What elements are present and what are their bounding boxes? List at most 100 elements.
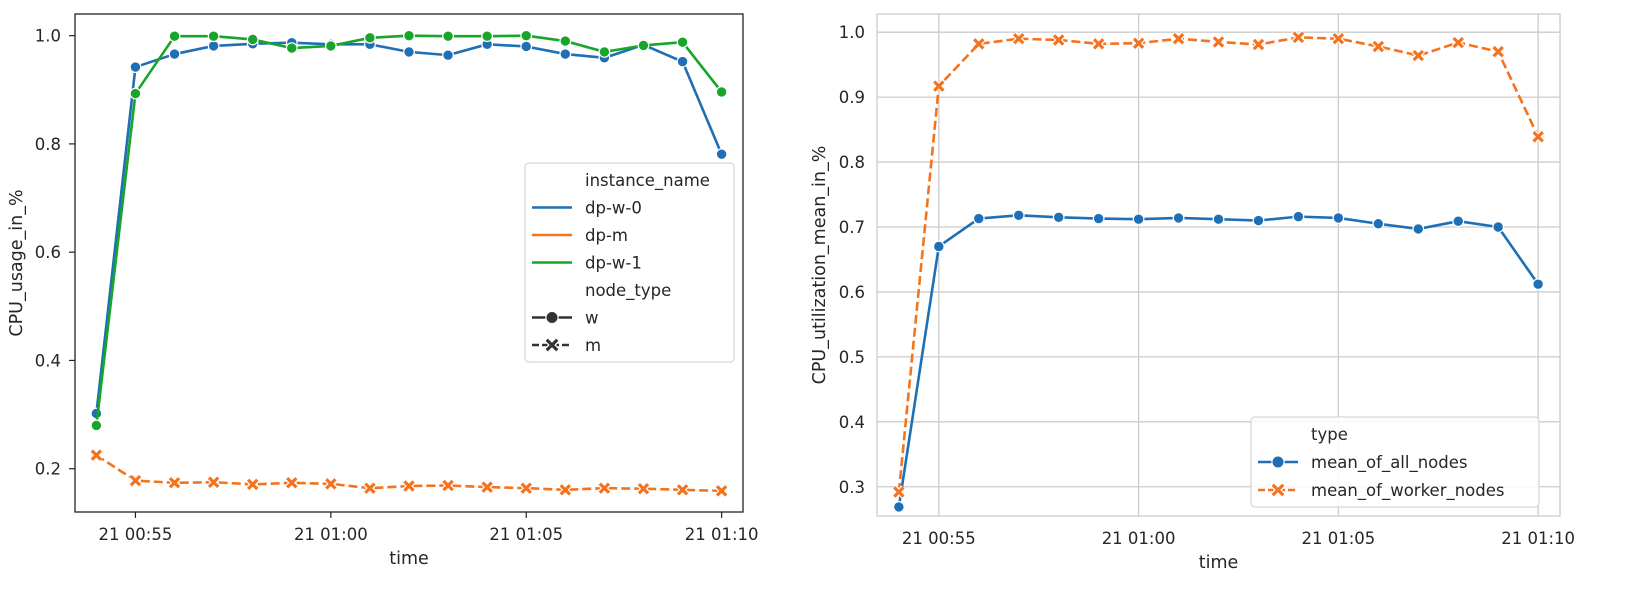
y-tick-label: 0.7 <box>839 218 865 237</box>
data-point <box>1331 32 1345 46</box>
y-tick-label: 1.0 <box>35 27 61 46</box>
marker-x-stroke-b <box>1252 38 1265 51</box>
data-point <box>441 478 455 493</box>
data-point <box>207 40 220 52</box>
y-tick-label: 0.6 <box>35 243 61 262</box>
marker-x-stroke-b <box>481 481 493 493</box>
y-tick-label: 0.5 <box>839 348 865 367</box>
marker-x-stroke-b <box>1492 45 1504 58</box>
legend-entry: node_type <box>585 281 671 301</box>
x-axis: 21 00:55 21 01:00 21 01:05 21 01:10 <box>99 512 759 544</box>
data-point <box>1292 210 1305 223</box>
data-point <box>892 485 906 499</box>
data-point <box>129 87 142 100</box>
x-tick-label: 21 01:00 <box>294 525 368 544</box>
marker-x-stroke-b <box>598 482 611 494</box>
legend-label: node_type <box>585 281 671 301</box>
data-point <box>1012 209 1025 222</box>
chart-cpu-usage: 0.20.40.60.81.021 00:55 21 01:00 21 01:05 2… <box>7 13 759 569</box>
data-point <box>972 212 985 225</box>
marker-x-stroke-b <box>1332 32 1345 45</box>
marker-x-stroke-b <box>973 38 985 50</box>
data-point <box>637 39 650 52</box>
series-dp-m <box>89 448 729 498</box>
data-point <box>90 419 103 432</box>
data-point <box>1451 35 1465 50</box>
data-point <box>675 483 690 497</box>
x-tick-label: 21 01:00 <box>1102 529 1176 548</box>
y-axis-label: CPU_utilization_mean_in_% <box>810 146 830 385</box>
marker-x-stroke-b <box>1012 32 1025 45</box>
marker-x-stroke-b <box>1172 32 1185 45</box>
x-tick-label: 21 00:55 <box>99 525 173 544</box>
legend-label: dp-m <box>585 226 628 245</box>
marker-x-stroke-b <box>559 484 572 496</box>
marker-x-stroke-b <box>637 482 650 495</box>
legend-label: dp-w-1 <box>585 254 642 273</box>
marker-x-stroke-b <box>933 80 945 92</box>
legend-entry: mean_of_worker_nodes <box>1258 481 1505 501</box>
plot-frame <box>876 13 1561 517</box>
y-tick-label: 0.2 <box>35 460 61 479</box>
data-point <box>1012 32 1026 46</box>
data-point <box>892 501 905 513</box>
legend-swatch-marker <box>544 337 560 353</box>
data-point <box>932 240 945 253</box>
data-point <box>676 36 689 49</box>
marker-x-stroke-b <box>325 478 337 490</box>
data-point <box>1372 217 1385 230</box>
legend-entry: type <box>1311 425 1348 444</box>
marker-x-stroke-b <box>1452 36 1464 49</box>
data-point <box>972 37 986 51</box>
data-point <box>480 480 494 494</box>
data-point <box>1132 36 1146 50</box>
x-axis-label: time <box>389 549 429 569</box>
data-point <box>558 483 572 497</box>
data-point <box>403 29 415 42</box>
marker-x-stroke-b <box>1052 34 1065 46</box>
data-point <box>285 42 298 55</box>
data-point <box>402 479 416 493</box>
x-tick-label: 21 01:10 <box>685 525 759 544</box>
data-point <box>481 30 494 43</box>
marker-x-stroke-b <box>442 479 454 492</box>
marker-x-stroke-b <box>1132 37 1145 49</box>
legend-swatch-marker <box>545 310 559 325</box>
legend-entry: dp-w-1 <box>532 254 642 273</box>
data-point <box>364 31 376 44</box>
data-point <box>1291 30 1305 44</box>
data-point <box>324 477 338 491</box>
legend: type mean_of_all_nodes mean_of_worker_node… <box>1250 416 1540 508</box>
y-axis: 0.2 0.4 0.6 0.8 1.0 <box>35 27 75 479</box>
data-point <box>597 481 611 495</box>
legend-entry: m <box>532 336 601 355</box>
marker-x-stroke-b <box>246 478 259 491</box>
legend-entry: dp-m <box>532 226 628 245</box>
x-tick-label: 21 01:05 <box>1301 529 1375 548</box>
data-point <box>246 33 259 46</box>
legend-swatch-marker <box>1271 455 1285 469</box>
data-point <box>129 61 142 73</box>
marker-x-stroke-b <box>1271 483 1285 497</box>
data-point <box>715 484 729 498</box>
marker-x-stroke-b <box>129 474 142 487</box>
y-tick-label: 0.8 <box>839 153 865 172</box>
data-point <box>1411 48 1425 63</box>
marker-x-stroke-b <box>1412 49 1425 62</box>
data-point <box>403 45 415 58</box>
data-point <box>1171 32 1186 46</box>
marker-x-stroke-b <box>520 482 532 494</box>
data-point <box>89 448 103 462</box>
plot-frame <box>74 13 744 513</box>
marker-x-stroke-b <box>1372 40 1385 53</box>
data-point <box>1371 39 1385 54</box>
legend-label: mean_of_all_nodes <box>1311 453 1468 473</box>
data-point <box>1132 213 1145 226</box>
y-tick-label: 1.0 <box>839 23 865 42</box>
data-point <box>1492 221 1505 233</box>
series-mean_of_all_nodes <box>892 209 1545 513</box>
legend-entry: w <box>532 309 599 328</box>
data-point <box>128 474 143 488</box>
